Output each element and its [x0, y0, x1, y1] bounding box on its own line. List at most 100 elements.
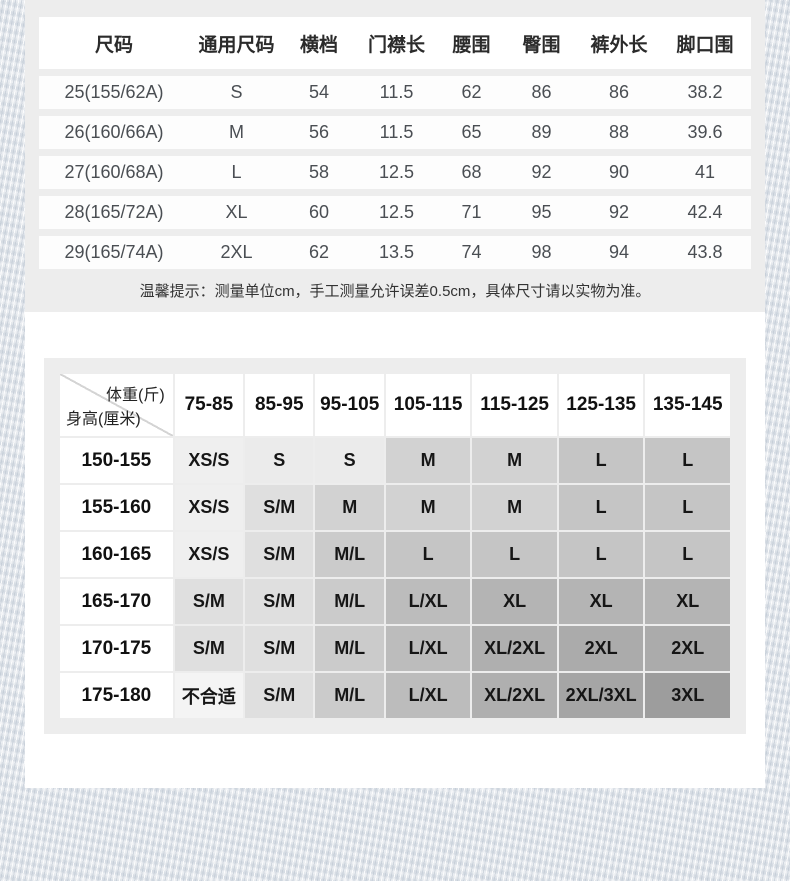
- height-row-header: 155-160: [60, 485, 173, 530]
- size-recommendation-cell: S: [245, 438, 314, 483]
- size-recommendation-cell: L: [558, 438, 644, 483]
- size-recommendation-cell: XS/S: [174, 485, 244, 530]
- size-recommendation-cell: S/M: [245, 532, 314, 577]
- size-table-cell: 12.5: [354, 196, 439, 229]
- size-recommendation-cell: L/XL: [385, 673, 471, 718]
- size-recommendation-cell: M: [472, 438, 557, 483]
- size-table-header-cell: 裤外长: [579, 17, 659, 69]
- size-table-cell: 13.5: [354, 236, 439, 269]
- weight-axis-label: 体重(斤): [106, 387, 165, 404]
- size-table-header-cell: 门襟长: [354, 17, 439, 69]
- size-table-cell: S: [189, 76, 284, 109]
- size-table-card: 尺码 通用尺码 横档 门襟长 腰围 臀围 裤外长 脚口围 25(155/62A) S 54 11.5…: [25, 0, 765, 312]
- fit-matrix-row: 160-165 XS/S S/M M/L L L L L: [60, 532, 730, 577]
- size-table-cell: 86: [579, 76, 659, 109]
- weight-column-header: 125-135: [558, 374, 644, 436]
- fit-matrix-row: 170-175 S/M S/M M/L L/XL XL/2XL 2XL 2XL: [60, 626, 730, 671]
- size-table-cell: 92: [579, 196, 659, 229]
- size-recommendation-cell: XL: [558, 579, 644, 624]
- size-table-row: 25(155/62A) S 54 11.5 62 86 86 38.2: [39, 76, 751, 109]
- size-table-cell: 54: [284, 76, 354, 109]
- size-table-cell: XL: [189, 196, 284, 229]
- fit-matrix-header-row: 体重(斤) 身高(厘米) 75-85 85-95 95-105 105-115 115-…: [60, 374, 730, 436]
- weight-column-header: 85-95: [245, 374, 314, 436]
- weight-column-header: 115-125: [472, 374, 557, 436]
- size-recommendation-cell: L: [645, 438, 730, 483]
- size-recommendation-cell: XL: [472, 579, 557, 624]
- height-row-header: 150-155: [60, 438, 173, 483]
- fit-matrix-table: 体重(斤) 身高(厘米) 75-85 85-95 95-105 105-115 115-…: [58, 372, 732, 720]
- size-table-cell: 88: [579, 116, 659, 149]
- size-table-row: 29(165/74A) 2XL 62 13.5 74 98 94 43.8: [39, 236, 751, 269]
- fit-matrix-card: 体重(斤) 身高(厘米) 75-85 85-95 95-105 105-115 115-…: [44, 358, 746, 734]
- size-table-cell: 56: [284, 116, 354, 149]
- size-recommendation-cell: L: [645, 532, 730, 577]
- size-table-cell: 60: [284, 196, 354, 229]
- size-table-cell: 11.5: [354, 76, 439, 109]
- fit-matrix-row: 150-155 XS/S S S M M L L: [60, 438, 730, 483]
- weight-column-header: 135-145: [645, 374, 730, 436]
- size-table-cell: 39.6: [659, 116, 751, 149]
- size-table-cell: 58: [284, 156, 354, 189]
- size-table-cell: 42.4: [659, 196, 751, 229]
- size-recommendation-cell: L: [558, 485, 644, 530]
- size-recommendation-cell: S/M: [174, 579, 244, 624]
- size-recommendation-cell: 2XL: [558, 626, 644, 671]
- size-table-cell: 38.2: [659, 76, 751, 109]
- size-table-row: 27(160/68A) L 58 12.5 68 92 90 41: [39, 156, 751, 189]
- measurement-note: 温馨提示：测量单位cm，手工测量允许误差0.5cm，具体尺寸请以实物为准。: [39, 276, 751, 312]
- size-recommendation-cell: M: [385, 485, 471, 530]
- size-table-cell: 74: [439, 236, 504, 269]
- size-table-cell: 43.8: [659, 236, 751, 269]
- height-row-header: 165-170: [60, 579, 173, 624]
- height-row-header: 175-180: [60, 673, 173, 718]
- size-table-header-cell: 脚口围: [659, 17, 751, 69]
- size-recommendation-cell: S/M: [245, 626, 314, 671]
- size-recommendation-cell: L: [385, 532, 471, 577]
- size-table-header-cell: 尺码: [39, 17, 189, 69]
- height-row-header: 160-165: [60, 532, 173, 577]
- size-recommendation-cell: M/L: [315, 626, 384, 671]
- size-recommendation-cell: L/XL: [385, 626, 471, 671]
- size-table-cell: 89: [504, 116, 579, 149]
- content-column: 尺码 通用尺码 横档 门襟长 腰围 臀围 裤外长 脚口围 25(155/62A) S 54 11.5…: [25, 0, 765, 788]
- size-table-cell: 71: [439, 196, 504, 229]
- size-recommendation-cell: S/M: [245, 673, 314, 718]
- size-recommendation-cell: L: [558, 532, 644, 577]
- size-table-cell: 68: [439, 156, 504, 189]
- fit-matrix-row: 155-160 XS/S S/M M M M L L: [60, 485, 730, 530]
- size-table-cell: 90: [579, 156, 659, 189]
- size-table-cell: 41: [659, 156, 751, 189]
- size-recommendation-cell: S/M: [174, 626, 244, 671]
- size-recommendation-cell: M/L: [315, 673, 384, 718]
- weight-column-header: 95-105: [315, 374, 384, 436]
- size-table-cell: L: [189, 156, 284, 189]
- size-table-header-cell: 臀围: [504, 17, 579, 69]
- size-table-header-cell: 通用尺码: [189, 17, 284, 69]
- size-table-row: 28(165/72A) XL 60 12.5 71 95 92 42.4: [39, 196, 751, 229]
- size-table-header-row: 尺码 通用尺码 横档 门襟长 腰围 臀围 裤外长 脚口围: [39, 17, 751, 69]
- size-table-cell: 62: [439, 76, 504, 109]
- size-recommendation-cell: XS/S: [174, 532, 244, 577]
- size-recommendation-cell: L: [645, 485, 730, 530]
- size-recommendation-cell: M: [385, 438, 471, 483]
- size-table-cell: 94: [579, 236, 659, 269]
- size-table-header-cell: 腰围: [439, 17, 504, 69]
- size-table-cell: 25(155/62A): [39, 76, 189, 109]
- size-table-cell: 27(160/68A): [39, 156, 189, 189]
- size-recommendation-cell: XL: [645, 579, 730, 624]
- size-table-cell: 92: [504, 156, 579, 189]
- size-table-row: 26(160/66A) M 56 11.5 65 89 88 39.6: [39, 116, 751, 149]
- height-axis-label: 身高(厘米): [66, 411, 141, 428]
- fit-matrix-row: 165-170 S/M S/M M/L L/XL XL XL XL: [60, 579, 730, 624]
- height-row-header: 170-175: [60, 626, 173, 671]
- size-table-cell: 26(160/66A): [39, 116, 189, 149]
- size-table-cell: 2XL: [189, 236, 284, 269]
- size-recommendation-cell: 3XL: [645, 673, 730, 718]
- size-table: 尺码 通用尺码 横档 门襟长 腰围 臀围 裤外长 脚口围 25(155/62A) S 54 11.5…: [39, 10, 751, 276]
- corner-cell: 体重(斤) 身高(厘米): [60, 374, 173, 436]
- size-table-cell: 86: [504, 76, 579, 109]
- size-table-header-cell: 横档: [284, 17, 354, 69]
- size-recommendation-cell: S/M: [245, 579, 314, 624]
- size-recommendation-cell: 2XL: [645, 626, 730, 671]
